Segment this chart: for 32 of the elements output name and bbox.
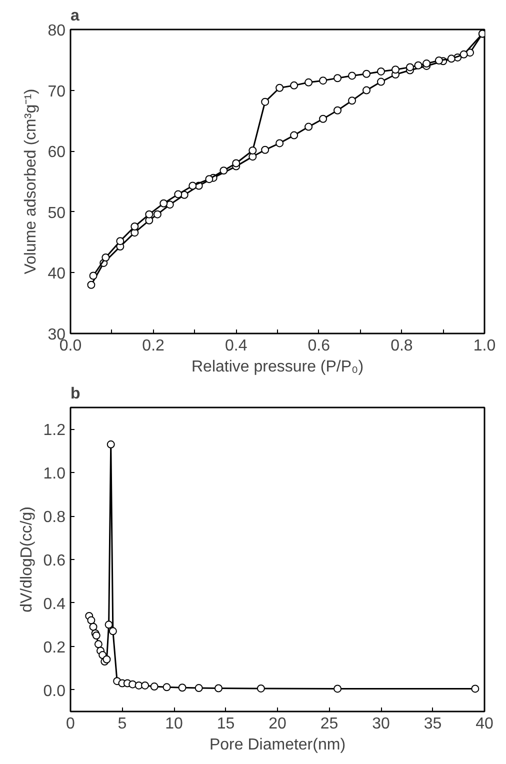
x-tick-label: 25	[320, 716, 338, 732]
x-tick-label: 1.0	[473, 338, 496, 354]
y-tick-label: 0.2	[43, 639, 66, 656]
y-axis-title: dV/dlogD(cc/g)	[18, 506, 36, 612]
x-tick-label: 30	[372, 716, 390, 732]
x-tick-label: 35	[424, 716, 442, 732]
y-axis-title: Volume adsorbed (cm³g⁻¹)	[22, 88, 40, 274]
y-tick-label: 0.0	[43, 682, 66, 700]
y-tick-label: 0.8	[43, 509, 66, 526]
y-tick-label: 0.6	[43, 552, 66, 570]
y-tick-label: 50	[48, 204, 66, 222]
x-tick-label: 0.8	[390, 338, 413, 354]
x-tick-label: 40	[476, 716, 494, 732]
y-tick-label: 1.0	[43, 466, 66, 483]
y-tick-label: 70	[48, 83, 66, 100]
chart-title: a	[70, 8, 80, 24]
x-tick-label: 0.6	[308, 338, 330, 354]
x-tick-label: 10	[165, 716, 183, 732]
x-axis-title: Pore Diameter(nm)	[209, 736, 346, 754]
y-tick-label: 40	[48, 266, 66, 283]
y-tick-label: 0.4	[43, 596, 66, 613]
y-tick-label: 60	[48, 144, 66, 162]
x-tick-label: 20	[268, 716, 286, 732]
x-tick-label: 0.2	[142, 338, 165, 354]
y-tick-label: 80	[48, 22, 66, 40]
x-tick-label: 0	[66, 716, 76, 732]
x-tick-label: 15	[216, 716, 235, 732]
x-axis-title: Relative pressure (P/P₀)	[191, 358, 364, 376]
y-tick-label: 1.2	[43, 422, 66, 440]
x-tick-label: 0.4	[224, 338, 248, 354]
x-tick-label: 5	[118, 716, 127, 732]
chart-title: b	[70, 386, 80, 402]
